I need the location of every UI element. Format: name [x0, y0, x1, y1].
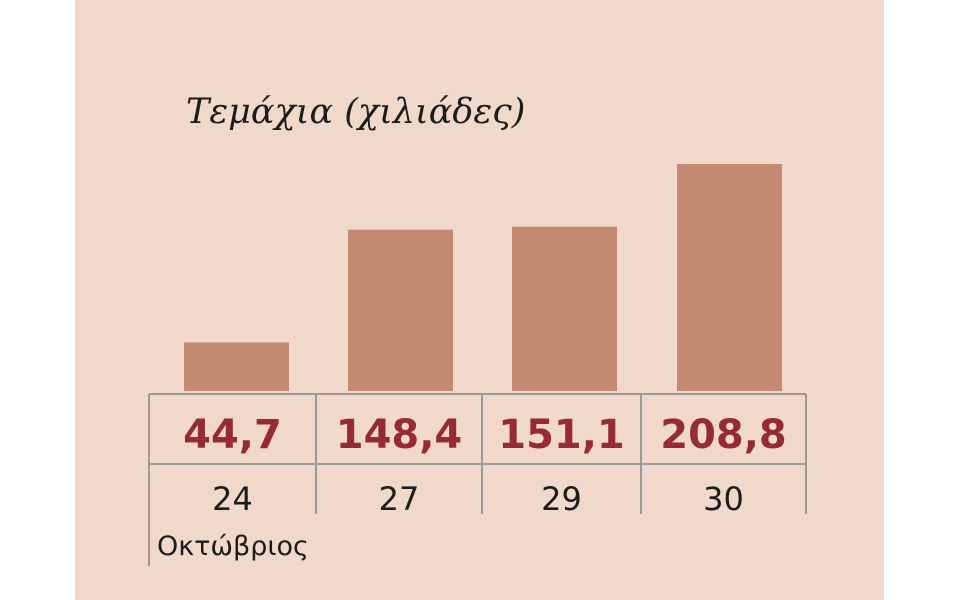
bar-30 — [677, 164, 782, 391]
value-label-30: 208,8 — [660, 412, 787, 458]
value-labels: 44,7 148,4 151,1 208,8 — [183, 412, 787, 458]
month-label: Οκτώβριος — [157, 531, 309, 562]
table-lines — [148, 393, 807, 566]
bar-27 — [348, 229, 453, 391]
value-label-24: 44,7 — [183, 412, 282, 458]
category-labels: 24 27 29 30 — [212, 480, 744, 518]
category-label-27: 27 — [379, 480, 420, 518]
value-label-27: 148,4 — [336, 412, 463, 458]
category-label-30: 30 — [703, 480, 744, 518]
bar-24 — [184, 342, 289, 391]
bar-29 — [512, 226, 617, 391]
bars-layer — [184, 164, 782, 391]
category-label-24: 24 — [212, 480, 253, 518]
chart-title: Τεμάχια (χιλιάδες) — [186, 92, 526, 132]
category-label-29: 29 — [541, 480, 582, 518]
value-label-29: 151,1 — [498, 412, 625, 458]
